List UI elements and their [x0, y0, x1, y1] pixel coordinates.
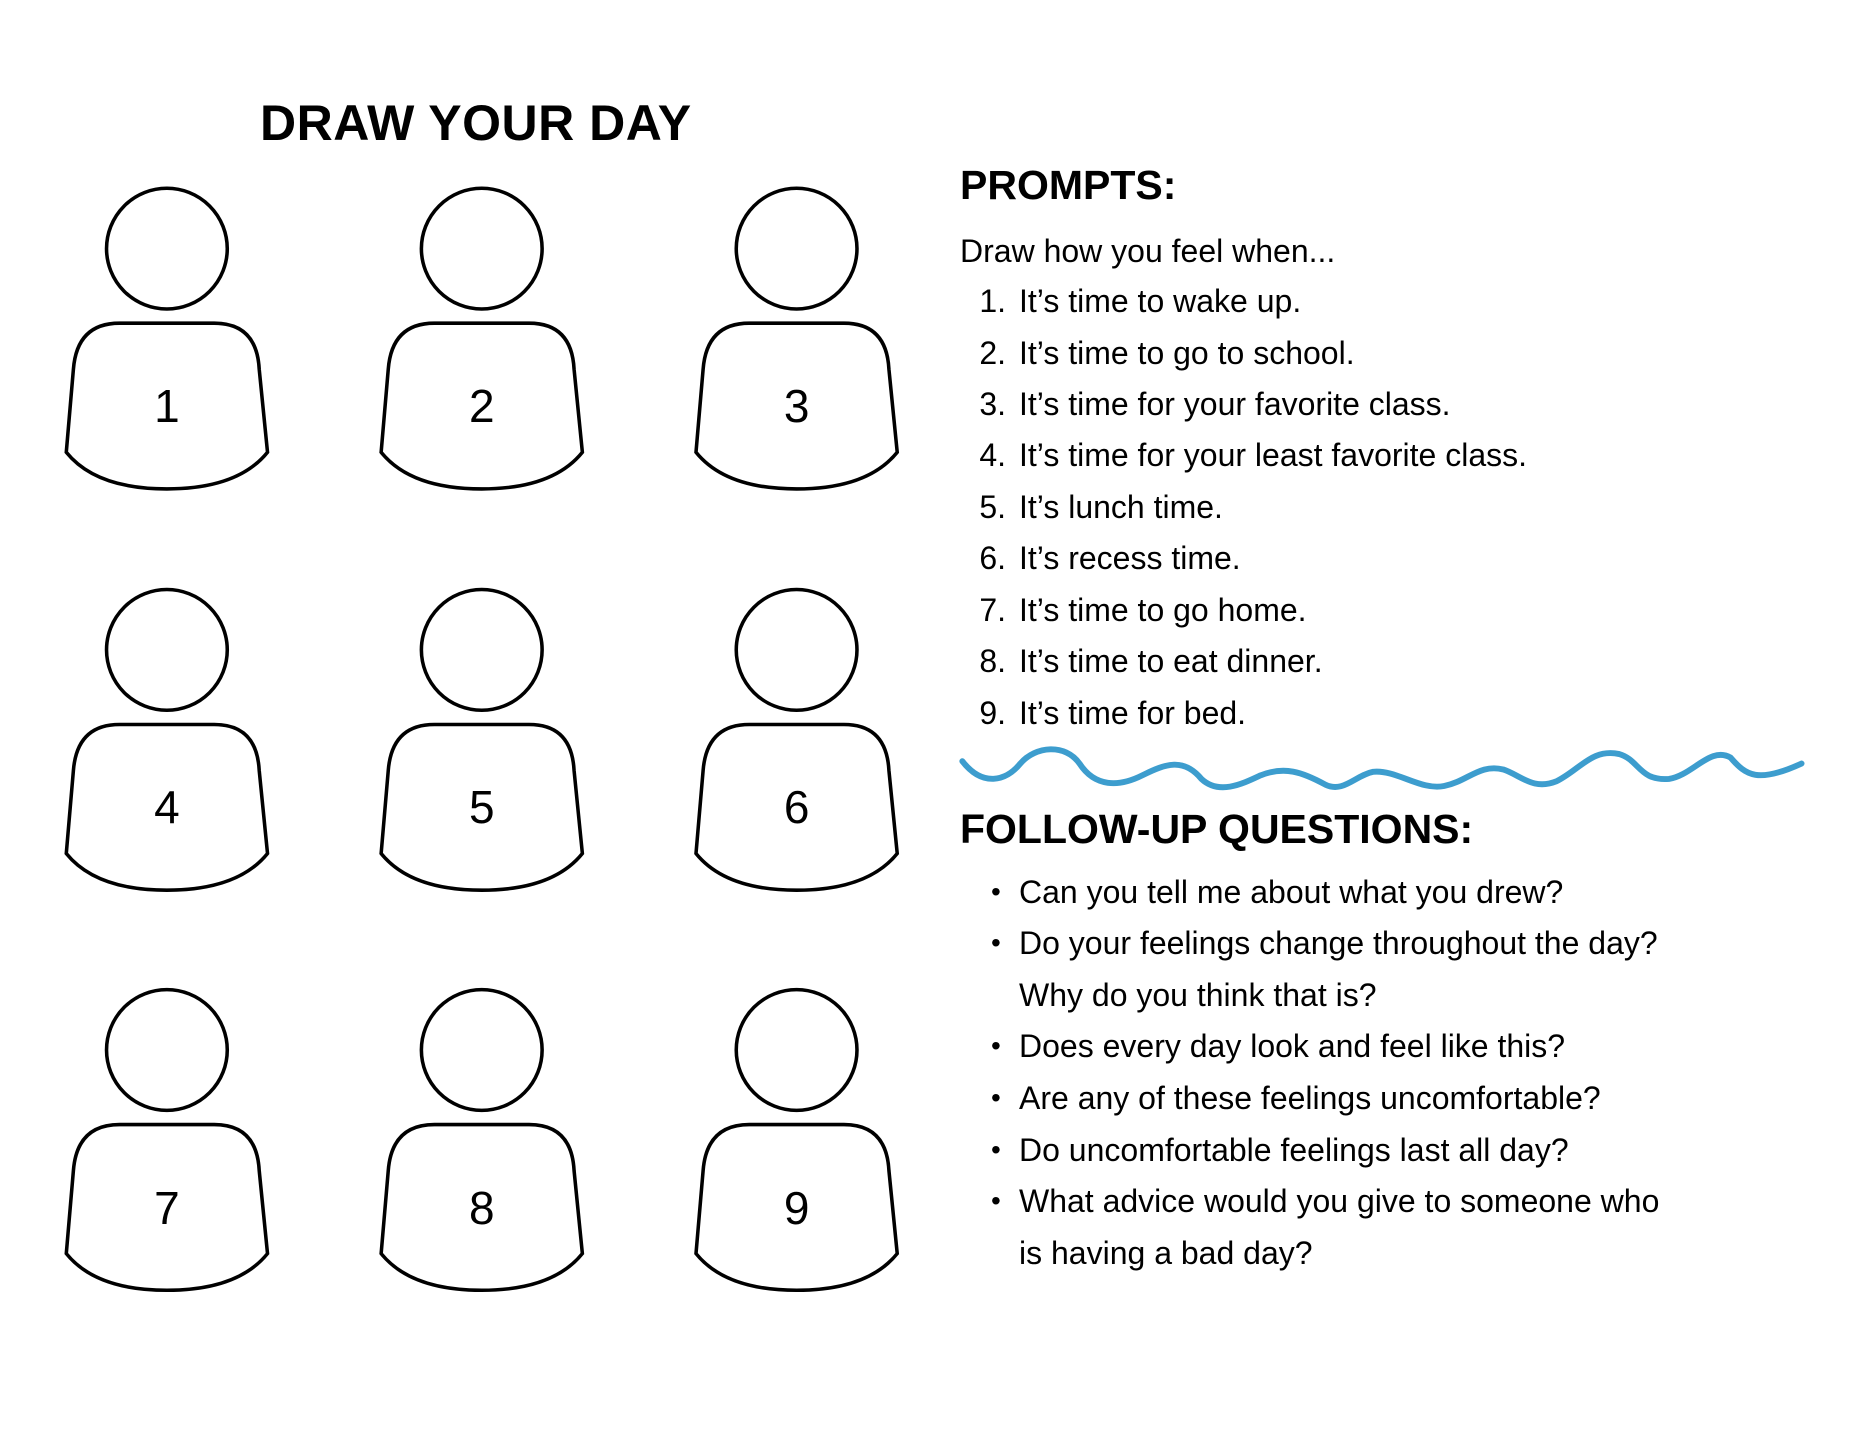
person-outline-figure — [64, 987, 270, 1293]
body-outline — [64, 321, 270, 491]
head-outline — [734, 186, 859, 311]
bullet-icon: • — [991, 927, 1001, 959]
body-outline — [694, 321, 900, 491]
prompt-text: It’s lunch time. — [1019, 488, 1223, 525]
head-outline — [419, 987, 544, 1113]
body-outline — [694, 722, 900, 892]
figure-number: 6 — [783, 781, 810, 834]
question-text: is having a bad day? — [1019, 1234, 1313, 1271]
body-outline — [379, 722, 585, 892]
prompt-text: It’s time for your favorite class. — [1019, 386, 1451, 422]
question-text: Do uncomfortable feelings last all day? — [1019, 1131, 1569, 1168]
prompts-heading: PROMPTS: — [960, 162, 1177, 208]
prompt-text: It’s time for bed. — [1019, 694, 1247, 731]
person-outline-figure — [694, 186, 900, 491]
figure-number: 1 — [154, 380, 180, 433]
question-text: Can you tell me about what you drew? — [1019, 873, 1564, 910]
person-outline-figure — [694, 987, 900, 1293]
prompt-number: 6. — [979, 540, 1006, 577]
prompt-text: It’s time to go to school. — [1019, 334, 1355, 371]
prompt-text: It’s time to go home. — [1019, 591, 1307, 628]
body-outline — [694, 1122, 900, 1293]
body-outline — [64, 1122, 270, 1293]
person-outline-figure — [64, 186, 270, 491]
figure-number: 8 — [468, 1181, 495, 1234]
figure-number: 7 — [154, 1181, 180, 1234]
question-text: Do your feelings change throughout the d… — [1019, 925, 1658, 962]
figure-number: 5 — [468, 781, 495, 834]
head-outline — [104, 587, 230, 713]
prompt-number: 3. — [979, 386, 1006, 422]
figure-number: 9 — [783, 1181, 810, 1234]
prompt-number: 4. — [979, 437, 1006, 474]
page-title: DRAW YOUR DAY — [260, 95, 692, 151]
body-outline — [379, 1122, 585, 1293]
head-outline — [734, 987, 859, 1113]
question-text: Are any of these feelings uncomfortable? — [1019, 1080, 1601, 1117]
person-outline-figure — [64, 587, 270, 892]
prompt-number: 5. — [979, 488, 1006, 525]
bullet-icon: • — [991, 1082, 1001, 1114]
person-outline-figure — [694, 587, 900, 892]
figure-number: 3 — [783, 380, 810, 433]
prompt-text: It’s time for your least favorite class. — [1019, 437, 1528, 474]
figure-number: 4 — [154, 781, 180, 834]
prompt-number: 8. — [979, 643, 1006, 680]
bullet-icon: • — [991, 1133, 1001, 1165]
bullet-icon: • — [991, 875, 1001, 907]
wavy-divider — [959, 746, 1805, 791]
prompt-number: 9. — [979, 694, 1006, 731]
prompt-text: It’s recess time. — [1019, 540, 1241, 577]
figure-number: 2 — [468, 380, 495, 433]
head-outline — [419, 186, 544, 311]
prompts-intro: Draw how you feel when... — [960, 233, 1336, 269]
head-outline — [734, 587, 859, 713]
person-outline-figure — [379, 987, 585, 1293]
prompt-text: It’s time to wake up. — [1019, 283, 1302, 320]
prompt-number: 7. — [979, 591, 1006, 628]
head-outline — [419, 587, 544, 713]
body-outline — [379, 321, 585, 491]
prompt-number: 1. — [979, 283, 1006, 320]
head-outline — [104, 987, 230, 1113]
question-text: What advice would you give to someone wh… — [1019, 1183, 1660, 1220]
bullet-icon: • — [991, 1030, 1001, 1062]
body-outline — [64, 722, 270, 892]
person-outline-figure — [379, 186, 585, 491]
follow-up-heading: FOLLOW-UP QUESTIONS: — [960, 806, 1474, 852]
question-text: Does every day look and feel like this? — [1019, 1028, 1566, 1065]
bullet-icon: • — [991, 1185, 1001, 1217]
head-outline — [104, 186, 230, 311]
prompt-number: 2. — [979, 334, 1006, 371]
prompt-text: It’s time to eat dinner. — [1019, 643, 1323, 680]
person-outline-figure — [379, 587, 585, 892]
question-text: Why do you think that is? — [1019, 976, 1377, 1013]
